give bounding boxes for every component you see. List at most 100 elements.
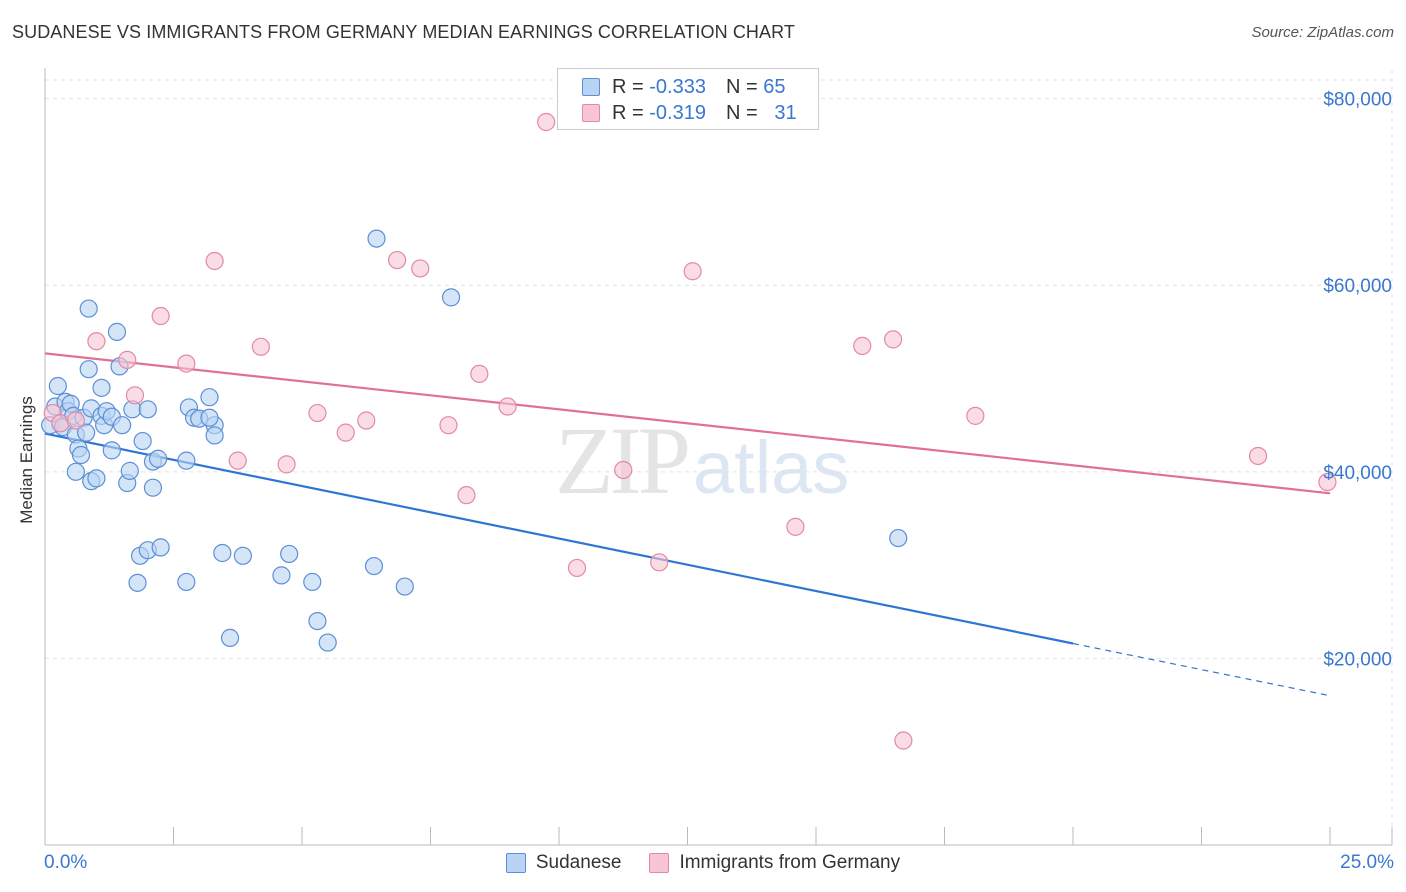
sudanese-point — [77, 423, 96, 442]
sudanese-point — [200, 388, 219, 407]
sudanese-point — [151, 538, 170, 557]
sudanese-point — [48, 376, 67, 396]
sudanese-point — [133, 431, 152, 451]
sudanese-point — [213, 543, 232, 563]
data-points — [41, 112, 1337, 750]
germany-point — [470, 364, 489, 383]
germany-point — [51, 414, 70, 433]
sudanese-point — [233, 546, 252, 565]
sudanese-point — [120, 461, 139, 480]
sudanese-point — [308, 611, 327, 631]
legend-swatch-germany — [582, 104, 600, 122]
trend-line-sudanese — [44, 432, 1074, 645]
sudanese-point — [102, 441, 121, 460]
legend-swatch-sudanese — [582, 78, 600, 96]
germany-point — [151, 306, 170, 326]
germany-point — [683, 262, 702, 281]
germany-point — [883, 330, 903, 349]
legend-r-label: R = — [612, 101, 644, 124]
sudanese-point — [112, 416, 132, 435]
legend-label-germany: Immigrants from Germany — [679, 852, 901, 873]
sudanese-point — [66, 462, 85, 481]
legend-r-label: R = — [612, 75, 644, 98]
sudanese-point — [92, 378, 111, 397]
germany-point — [277, 455, 296, 474]
sudanese-point — [205, 426, 224, 445]
germany-point — [498, 397, 517, 416]
sudanese-point — [79, 299, 98, 318]
watermark-atlas: atlas — [693, 426, 850, 509]
germany-point — [125, 386, 145, 405]
germany-point — [650, 553, 669, 572]
germany-point — [853, 336, 872, 355]
stats-legend: R = -0.333 N = 65 R = -0.319 N = 31 — [557, 68, 819, 130]
y-tick-label: $20,000 — [1323, 649, 1392, 670]
trend-line-sudanese-extension — [1072, 642, 1331, 697]
germany-point — [786, 517, 805, 536]
germany-point — [537, 112, 556, 132]
germany-point — [439, 416, 458, 435]
grid-lines — [45, 70, 1393, 845]
legend-r-value: -0.319 — [649, 101, 706, 124]
sudanese-point — [318, 633, 337, 652]
sudanese-point — [395, 577, 414, 596]
sudanese-point — [71, 445, 91, 465]
germany-point — [118, 350, 137, 369]
axes — [44, 68, 1393, 846]
germany-point — [336, 423, 355, 442]
sudanese-point — [303, 572, 322, 592]
legend-label-sudanese: Sudanese — [535, 852, 622, 873]
germany-point — [87, 332, 106, 351]
watermark-zip: ZIP — [555, 407, 691, 514]
y-tick-label: $80,000 — [1323, 90, 1392, 111]
legend-item-germany: Immigrants from Germany — [649, 852, 900, 874]
sudanese-point — [107, 322, 127, 341]
germany-point — [966, 406, 985, 425]
sudanese-point — [441, 288, 461, 307]
legend-row-sudanese: R = -0.333 N = 65 — [582, 75, 785, 99]
legend-n-label: N = — [725, 101, 758, 124]
sudanese-point — [128, 573, 147, 592]
sudanese-point — [87, 469, 106, 488]
series-legend: Sudanese Immigrants from Germany — [0, 852, 1406, 874]
sudanese-point — [200, 408, 219, 427]
sudanese-point — [367, 229, 386, 248]
trend-lines — [44, 352, 1331, 697]
tick-labels: $20,000 $40,000 $60,000 $80,000 0.0% 25.0% Med… — [17, 90, 1394, 873]
legend-swatch-sudanese — [505, 853, 526, 873]
sudanese-point — [177, 451, 196, 470]
sudanese-point — [889, 528, 908, 548]
legend-swatch-germany — [649, 853, 670, 873]
sudanese-point — [143, 478, 163, 497]
germany-point — [614, 460, 633, 480]
germany-point — [177, 354, 196, 373]
germany-point — [457, 486, 476, 505]
y-tick-label: $60,000 — [1323, 276, 1392, 297]
legend-item-sudanese: Sudanese — [505, 852, 622, 874]
y-tick-label: $40,000 — [1323, 463, 1392, 484]
germany-point — [411, 259, 430, 278]
x-tick-label: 0.0% — [44, 852, 87, 873]
germany-point — [567, 558, 587, 578]
sudanese-point — [148, 449, 168, 468]
sudanese-point — [272, 566, 291, 585]
x-tick-label: 25.0% — [1340, 852, 1394, 873]
sudanese-point — [364, 556, 384, 576]
germany-point — [894, 731, 913, 750]
legend-row-germany: R = -0.319 N = 31 — [582, 101, 797, 125]
zipatlas-watermark: ZIPatlas — [555, 405, 849, 516]
sudanese-point — [79, 360, 98, 379]
legend-n-value: 65 — [763, 75, 786, 98]
chart-title: SUDANESE VS IMMIGRANTS FROM GERMANY MEDI… — [12, 22, 795, 42]
y-axis-label: Median Earnings — [17, 396, 36, 524]
sudanese-point — [280, 544, 299, 564]
germany-point — [1318, 472, 1337, 492]
legend-n-value: 31 — [774, 101, 797, 124]
source-label: Source: ZipAtlas.com — [1251, 24, 1394, 41]
sudanese-point — [220, 628, 240, 647]
germany-point — [66, 411, 85, 430]
germany-point — [228, 451, 247, 470]
trend-line-germany — [44, 352, 1331, 495]
germany-point — [308, 403, 327, 423]
